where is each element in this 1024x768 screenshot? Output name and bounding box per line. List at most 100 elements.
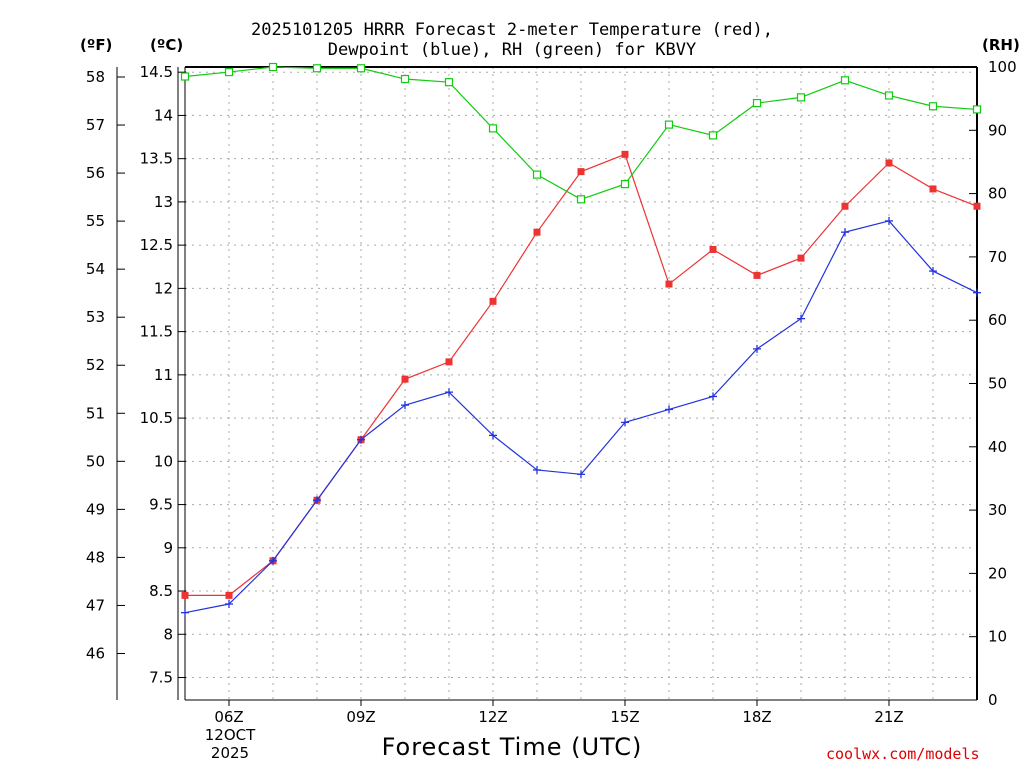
dewpoint-point [313,496,321,505]
celsius-tick-label: 8 [163,625,173,643]
dewpoint-point [357,435,365,444]
rh-point [180,72,190,81]
fahrenheit-tick-label: 48 [86,548,105,566]
dewpoint-point [665,405,673,414]
fahrenheit-tick-label: 47 [86,596,105,614]
dewpoint-point [181,608,189,617]
celsius-tick-label: 11.5 [140,323,173,341]
celsius-tick-label: 7.5 [149,669,173,687]
rh-point [840,76,850,85]
date-label-year: 2025 [210,744,250,762]
grid-layer [185,67,977,700]
rh-tick-label: 10 [988,628,1007,646]
rh-tick-label: 60 [988,311,1007,329]
temperature-point [445,358,453,366]
celsius-tick-label: 14.5 [140,63,173,81]
temperature-point [489,297,497,305]
dewpoint-point [885,216,893,225]
dewpoint-point [621,418,629,427]
temperature-point [929,185,937,193]
temperature-point [753,271,761,279]
temperature-point [885,159,893,167]
series-layer [180,62,982,617]
rh-point [224,67,234,77]
celsius-tick-label: 8.5 [149,582,173,600]
temperature-point [709,245,717,253]
chart-title-line2: Dewpoint (blue), RH (green) for KBVY [327,40,697,60]
rh-point [884,91,894,100]
fahrenheit-tick-label: 56 [86,164,105,182]
celsius-axis-label: (ºC) [150,36,184,54]
rh-point [708,131,718,140]
rh-tick-label: 100 [988,58,1017,76]
rh-point [532,170,542,179]
x-axis-title: Forecast Time (UTC) [381,733,643,761]
rh-tick-label: 70 [988,248,1007,266]
rh-tick-label: 40 [988,438,1007,456]
temperature-point [225,591,233,599]
fahrenheit-axis-label: (ºF) [80,36,113,54]
rh-point [268,62,278,72]
temperature-point [973,202,981,210]
celsius-tick-label: 11 [154,366,173,384]
dewpoint-point [533,465,541,474]
rh-point [444,78,454,87]
fahrenheit-tick-label: 54 [86,260,105,278]
celsius-tick-label: 13.5 [140,150,173,168]
rh-point [400,74,410,84]
rh-tick-label: 20 [988,564,1007,582]
fahrenheit-tick-label: 58 [86,68,105,86]
rh-point [752,98,762,108]
dewpoint-point [401,401,409,410]
fahrenheit-tick-label: 53 [86,308,105,326]
rh-tick-label: 50 [988,375,1007,393]
temperature-point [181,591,189,599]
credit-link[interactable]: coolwx.com/models [826,745,980,763]
dewpoint-point [929,267,937,276]
temperature-point [533,228,541,236]
celsius-tick-label: 9 [163,539,173,557]
x-tick-label: 12Z [478,708,507,726]
x-tick-label: 18Z [742,708,771,726]
chart-title-line1: 2025101205 HRRR Forecast 2-meter Tempera… [251,20,773,40]
x-tick-label: 09Z [346,708,375,726]
rh-point [620,180,630,189]
rh-axis-label: (RH) [982,36,1020,54]
fahrenheit-tick-label: 51 [86,404,105,422]
rh-tick-label: 80 [988,185,1007,203]
celsius-tick-label: 14 [154,106,173,124]
rh-point [796,93,806,102]
axes-layer: 7.5 8 8.5 9 9.5 10 10.5 11 11.5 12 12.5 13 13.5 14 14.… [86,58,1017,726]
temperature-point [577,168,585,176]
celsius-tick-label: 9.5 [149,496,173,514]
rh-tick-label: 0 [988,691,998,709]
rh-point [576,195,586,204]
dewpoint-line [184,220,978,614]
dewpoint-point [841,228,849,237]
dewpoint-point [225,600,233,609]
fahrenheit-tick-label: 52 [86,356,105,374]
rh-point [972,105,982,114]
fahrenheit-tick-label: 49 [86,500,105,518]
rh-tick-label: 30 [988,501,1007,519]
dewpoint-point [445,388,453,397]
rh-point [356,64,366,73]
x-tick-label: 15Z [610,708,639,726]
celsius-tick-label: 10.5 [140,409,173,427]
temperature-point [841,202,849,210]
fahrenheit-tick-label: 55 [86,212,105,230]
dewpoint-point [753,344,761,353]
rh-tick-label: 90 [988,121,1007,139]
rh-point [664,120,674,129]
dewpoint-point [269,556,277,565]
date-label-month: 12OCT [204,726,256,744]
dewpoint-point [973,288,981,297]
temperature-point [401,375,409,383]
temperature-point [665,280,673,288]
fahrenheit-tick-label: 50 [86,452,105,470]
rh-point [928,102,938,111]
rh-point [488,124,498,133]
rh-point [312,64,322,73]
dewpoint-point [709,392,717,401]
